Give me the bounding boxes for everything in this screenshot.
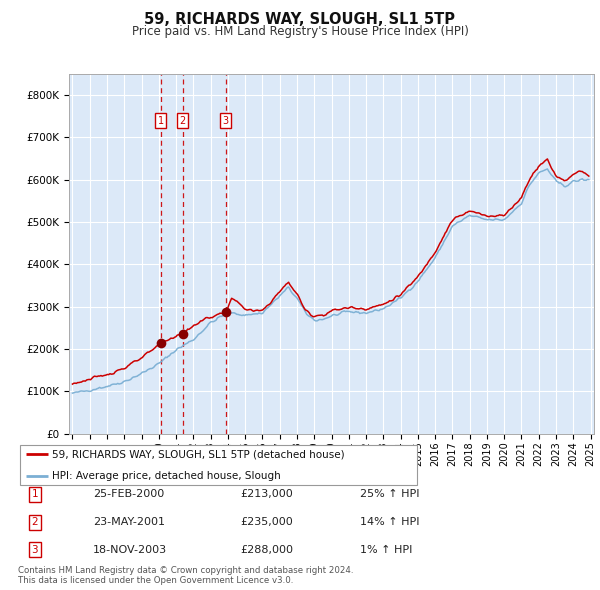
Text: £288,000: £288,000 <box>240 545 293 555</box>
FancyBboxPatch shape <box>20 445 417 484</box>
Text: 25% ↑ HPI: 25% ↑ HPI <box>360 490 419 499</box>
Text: Price paid vs. HM Land Registry's House Price Index (HPI): Price paid vs. HM Land Registry's House … <box>131 25 469 38</box>
Text: 14% ↑ HPI: 14% ↑ HPI <box>360 517 419 527</box>
Text: £235,000: £235,000 <box>240 517 293 527</box>
Text: 59, RICHARDS WAY, SLOUGH, SL1 5TP (detached house): 59, RICHARDS WAY, SLOUGH, SL1 5TP (detac… <box>52 450 345 460</box>
Text: 25-FEB-2000: 25-FEB-2000 <box>93 490 164 499</box>
Text: 2: 2 <box>31 517 38 527</box>
Text: Contains HM Land Registry data © Crown copyright and database right 2024.
This d: Contains HM Land Registry data © Crown c… <box>18 566 353 585</box>
Text: 2: 2 <box>179 116 185 126</box>
Text: 3: 3 <box>223 116 229 126</box>
Text: 3: 3 <box>31 545 38 555</box>
Text: 1% ↑ HPI: 1% ↑ HPI <box>360 545 412 555</box>
Text: £213,000: £213,000 <box>240 490 293 499</box>
Text: 23-MAY-2001: 23-MAY-2001 <box>93 517 165 527</box>
Text: HPI: Average price, detached house, Slough: HPI: Average price, detached house, Slou… <box>52 471 281 481</box>
Text: 1: 1 <box>158 116 164 126</box>
Text: 1: 1 <box>31 490 38 499</box>
Text: 18-NOV-2003: 18-NOV-2003 <box>93 545 167 555</box>
Text: 59, RICHARDS WAY, SLOUGH, SL1 5TP: 59, RICHARDS WAY, SLOUGH, SL1 5TP <box>145 12 455 27</box>
